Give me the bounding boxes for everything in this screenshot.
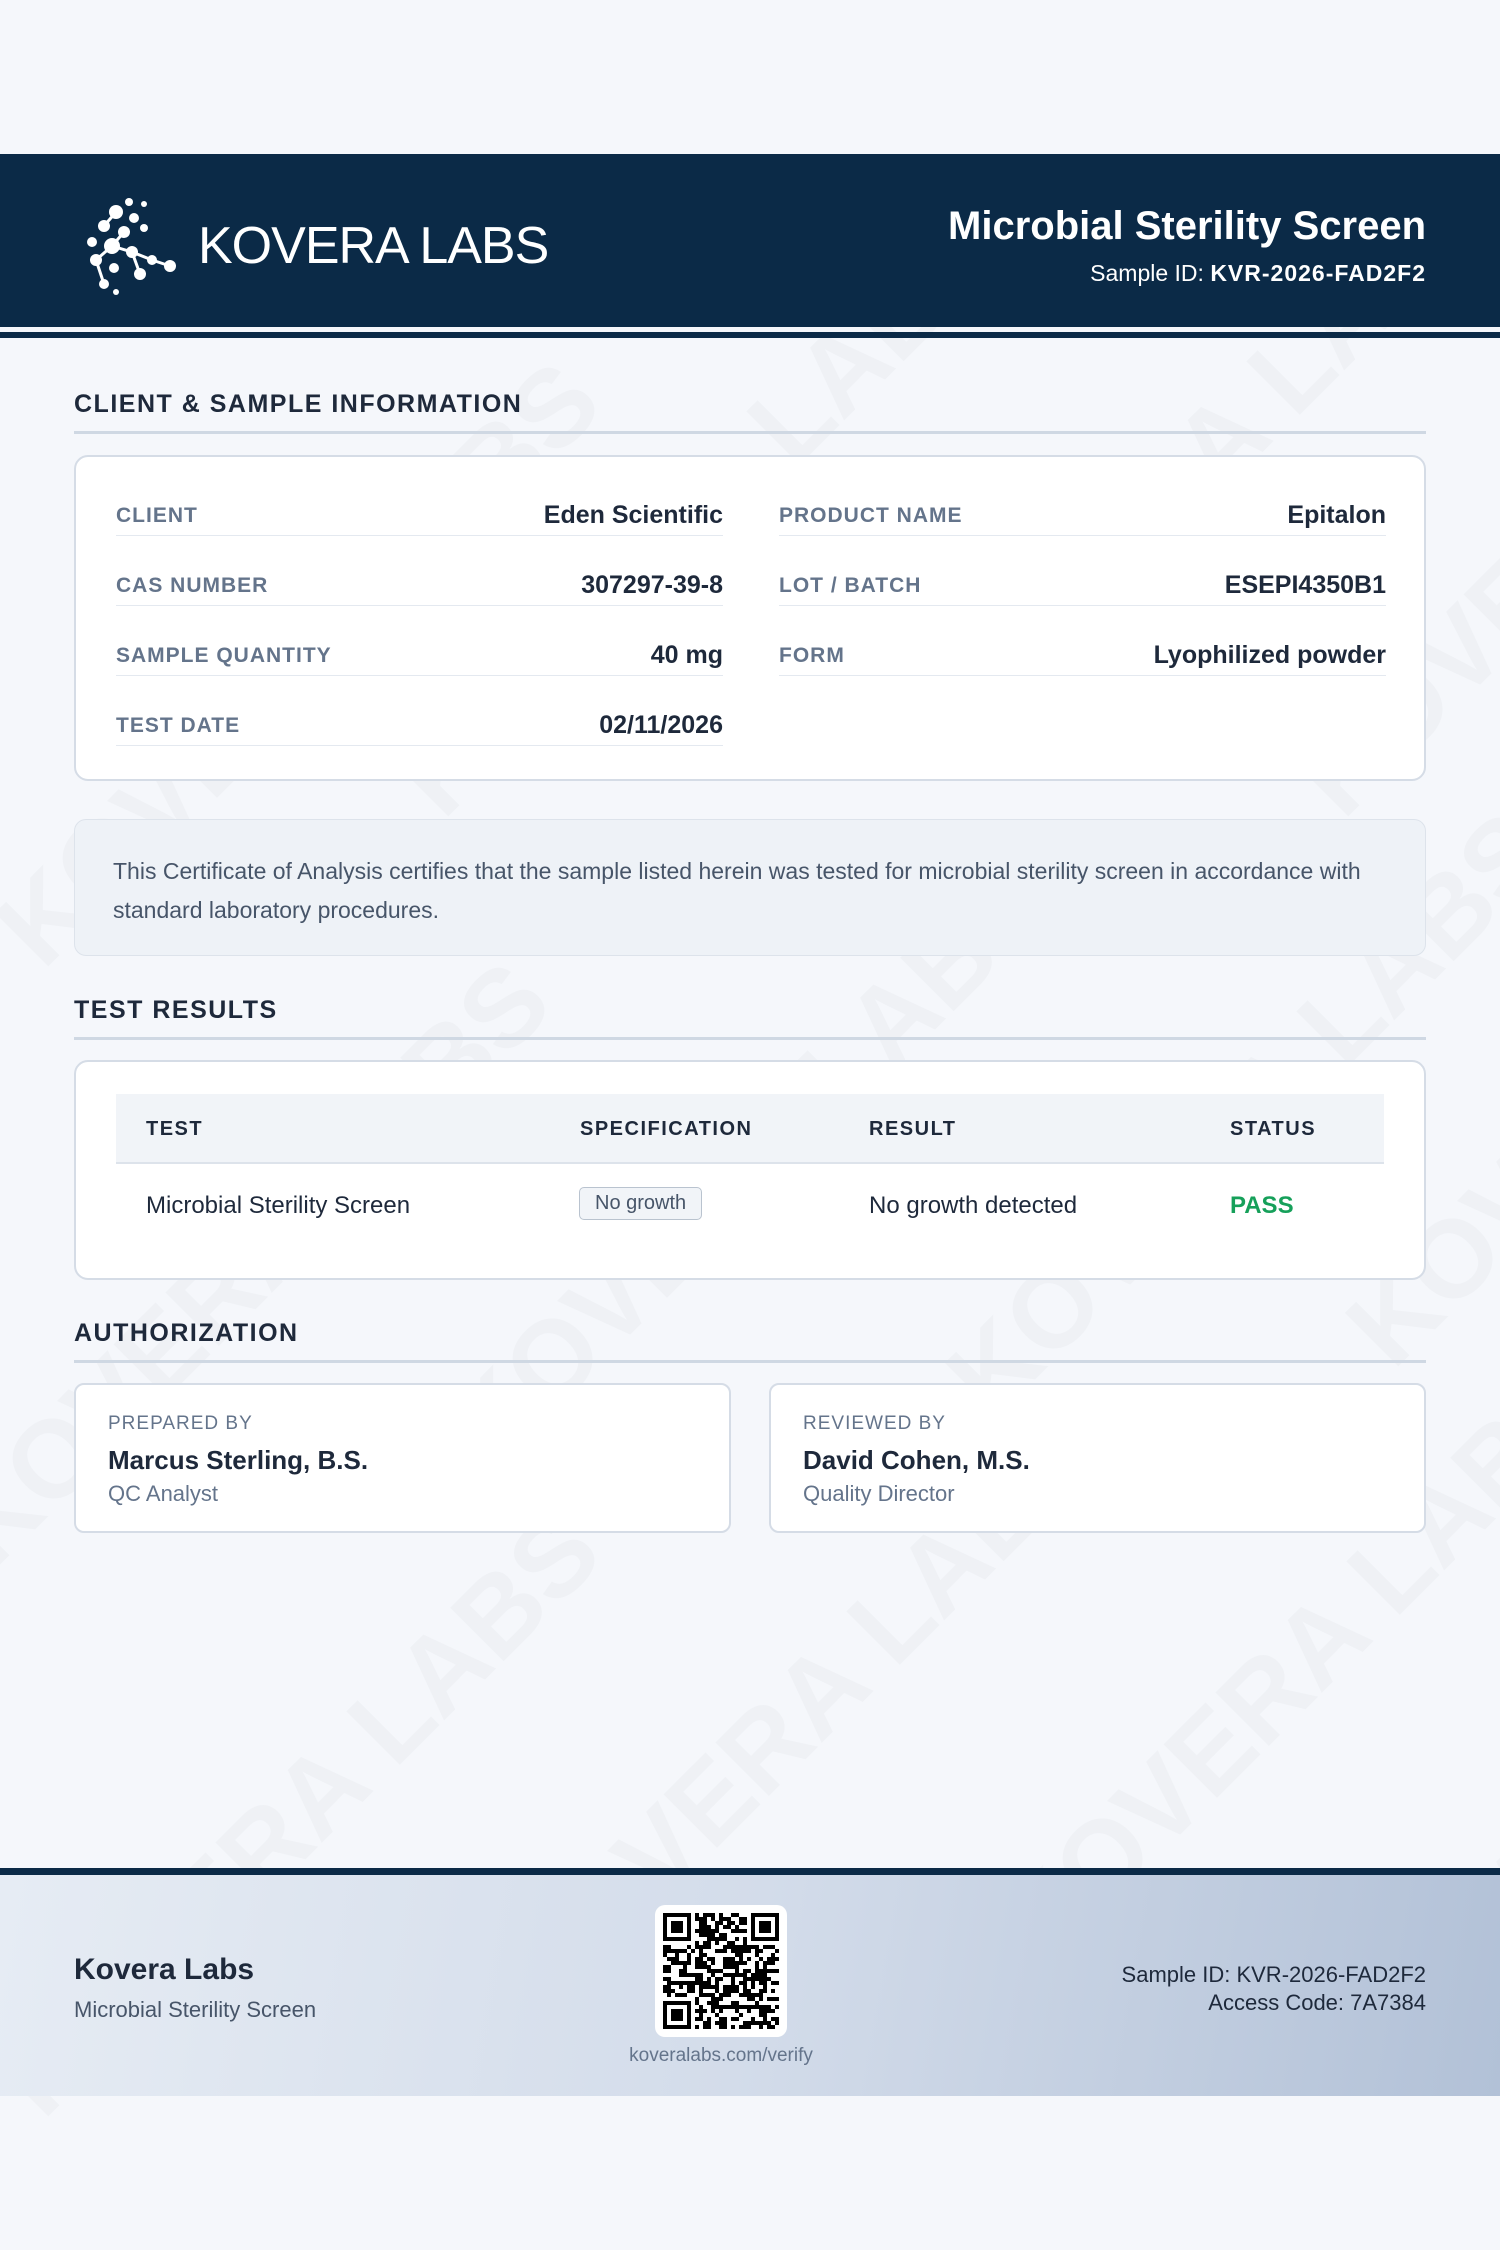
info-row: LOT / BATCH ESEPI4350B1 bbox=[779, 566, 1386, 606]
footer-company: Kovera Labs bbox=[74, 1953, 255, 1986]
footer-access-code: Access Code: 7A7384 bbox=[1208, 1990, 1426, 2015]
info-row: CLIENT Eden Scientific bbox=[116, 496, 723, 536]
section-title-authorization: AUTHORIZATION bbox=[74, 1319, 1426, 1363]
info-row: TEST DATE 02/11/2026 bbox=[116, 706, 723, 746]
sample-id-label: Sample ID: bbox=[1090, 260, 1204, 286]
reviewed-name: David Cohen, M.S. bbox=[803, 1445, 1030, 1475]
col-status: STATUS bbox=[1230, 1118, 1317, 1140]
qr-code[interactable] bbox=[655, 1905, 787, 2037]
footer-ids: Sample ID: KVR-2026-FAD2F2 Access Code: … bbox=[1122, 1961, 1426, 2017]
cell-test: Microbial Sterility Screen bbox=[146, 1192, 411, 1219]
info-value: Epitalon bbox=[1287, 501, 1386, 529]
spec-badge: No growth bbox=[579, 1187, 703, 1220]
prepared-name: Marcus Sterling, B.S. bbox=[108, 1445, 369, 1475]
prepared-by-card: PREPARED BY Marcus Sterling, B.S. QC Ana… bbox=[74, 1383, 731, 1533]
reviewed-by-card: REVIEWED BY David Cohen, M.S. Quality Di… bbox=[769, 1383, 1426, 1533]
report-title: Microbial Sterility Screen bbox=[948, 204, 1426, 248]
footer: Kovera Labs Microbial Sterility Screen k… bbox=[0, 1875, 1500, 2096]
footer-divider bbox=[0, 1868, 1500, 1875]
reviewed-label: REVIEWED BY bbox=[803, 1413, 946, 1434]
footer-sample-id: Sample ID: KVR-2026-FAD2F2 bbox=[1121, 1962, 1426, 1987]
info-label: FORM bbox=[779, 643, 845, 667]
prepared-label: PREPARED BY bbox=[108, 1413, 253, 1434]
info-row: FORM Lyophilized powder bbox=[779, 636, 1386, 676]
reviewed-role: Quality Director bbox=[803, 1481, 955, 1506]
table-header: TEST SPECIFICATION RESULT STATUS bbox=[116, 1094, 1384, 1164]
header: KOVERA LABS Microbial Sterility Screen S… bbox=[0, 154, 1500, 327]
info-row: PRODUCT NAME Epitalon bbox=[779, 496, 1386, 536]
info-value: Eden Scientific bbox=[543, 501, 723, 529]
info-label: PRODUCT NAME bbox=[779, 503, 963, 527]
info-label: SAMPLE QUANTITY bbox=[116, 643, 332, 667]
cell-result: No growth detected bbox=[869, 1192, 1078, 1219]
header-sample-id: Sample ID: KVR-2026-FAD2F2 bbox=[1090, 260, 1426, 287]
info-value: ESEPI4350B1 bbox=[1224, 571, 1386, 599]
info-label: CLIENT bbox=[116, 503, 198, 527]
footer-subtitle: Microbial Sterility Screen bbox=[74, 1997, 317, 2022]
sample-id-value: KVR-2026-FAD2F2 bbox=[1210, 260, 1426, 286]
logo-text: KOVERA LABS bbox=[198, 217, 549, 275]
prepared-role: QC Analyst bbox=[108, 1481, 219, 1506]
col-result: RESULT bbox=[869, 1118, 957, 1140]
status-badge: PASS bbox=[1230, 1192, 1294, 1219]
info-value: 02/11/2026 bbox=[599, 711, 723, 739]
logo: KOVERA LABS bbox=[74, 194, 549, 298]
certificate-note: This Certificate of Analysis certifies t… bbox=[74, 819, 1426, 956]
col-specification: SPECIFICATION bbox=[580, 1118, 753, 1140]
client-info-card: CLIENT Eden Scientific CAS NUMBER 307297-39… bbox=[74, 455, 1426, 781]
info-label: TEST DATE bbox=[116, 713, 241, 737]
results-card: TEST SPECIFICATION RESULT STATUS Microbi… bbox=[74, 1060, 1426, 1280]
qr-code-icon bbox=[663, 1913, 779, 2029]
section-title-results: TEST RESULTS bbox=[74, 996, 1426, 1040]
info-row: CAS NUMBER 307297-39-8 bbox=[116, 566, 723, 606]
section-title-client: CLIENT & SAMPLE INFORMATION bbox=[74, 390, 1426, 434]
info-row: SAMPLE QUANTITY 40 mg bbox=[116, 636, 723, 676]
verify-link[interactable]: koveralabs.com/verify bbox=[629, 2045, 813, 2066]
info-value: 307297-39-8 bbox=[581, 571, 723, 599]
info-label: LOT / BATCH bbox=[779, 573, 922, 597]
info-value: Lyophilized powder bbox=[1153, 641, 1386, 669]
header-divider bbox=[0, 332, 1500, 338]
info-value: 40 mg bbox=[650, 641, 723, 669]
col-test: TEST bbox=[146, 1118, 204, 1140]
info-label: CAS NUMBER bbox=[116, 573, 269, 597]
molecule-logo-icon bbox=[87, 198, 176, 295]
